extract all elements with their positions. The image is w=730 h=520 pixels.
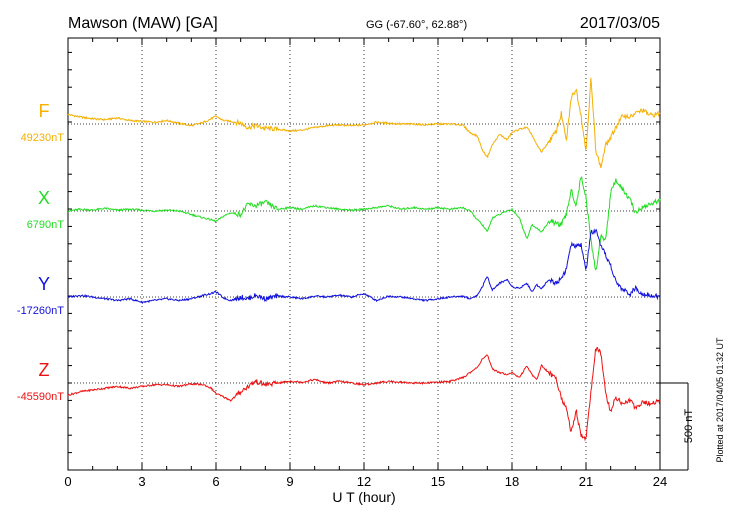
series-name-y: Y xyxy=(38,274,50,294)
scale-bar: 500 nT xyxy=(660,382,695,471)
x-tick-label: 24 xyxy=(653,474,667,489)
plot-date: 2017/03/05 xyxy=(580,15,660,32)
axis-ticks xyxy=(67,38,661,471)
trace-f xyxy=(67,77,661,169)
series-baseline-x: 6790nT xyxy=(27,219,65,231)
station-title: Mawson (MAW) [GA] xyxy=(68,15,218,32)
traces xyxy=(67,77,661,442)
trace-y xyxy=(67,228,661,305)
series-baseline-y: -17260nT xyxy=(17,305,64,317)
plotted-at-note: Plotted at 2017/04/05 01:32 UT xyxy=(715,337,725,463)
x-tick-label: 0 xyxy=(64,474,71,489)
scale-bar-label: 500 nT xyxy=(683,409,695,444)
x-tick-label: 15 xyxy=(431,474,445,489)
station-coords: GG (-67.60°, 62.88°) xyxy=(366,19,467,31)
x-tick-label: 12 xyxy=(357,474,371,489)
x-tick-label: 18 xyxy=(505,474,519,489)
x-tick-labels: 0 3 6 9 12 15 18 21 24 xyxy=(64,474,667,489)
x-axis-label: U T (hour) xyxy=(332,489,395,505)
trace-z xyxy=(67,347,661,442)
x-tick-label: 21 xyxy=(579,474,593,489)
series-name-x: X xyxy=(38,188,50,208)
vertical-grid xyxy=(141,38,587,470)
series-labels: F 49230nT X 6790nT Y -17260nT Z -45590nT xyxy=(17,101,64,403)
x-tick-label: 6 xyxy=(212,474,219,489)
series-name-f: F xyxy=(39,101,50,121)
series-baseline-f: 49230nT xyxy=(21,132,65,144)
x-tick-label: 9 xyxy=(286,474,293,489)
series-baseline-z: -45590nT xyxy=(17,391,64,403)
x-tick-label: 3 xyxy=(138,474,145,489)
series-name-z: Z xyxy=(39,360,50,380)
trace-x xyxy=(67,175,661,271)
